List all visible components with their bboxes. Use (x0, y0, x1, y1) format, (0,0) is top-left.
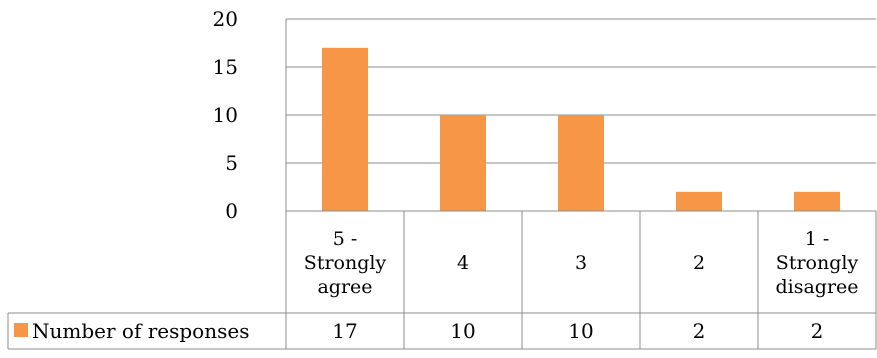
bar (794, 191, 840, 211)
legend: Number of responses (14, 319, 249, 343)
y-tick-label: 5 (225, 151, 238, 175)
data-table-value: 10 (450, 319, 475, 343)
category-label-line: 4 (457, 252, 469, 274)
y-tick-label: 15 (213, 55, 238, 79)
category-label: 4 (457, 252, 469, 274)
category-label: 3 (575, 252, 587, 274)
bars (322, 47, 840, 211)
data-table-value: 2 (693, 319, 706, 343)
category-label-line: disagree (775, 276, 858, 298)
category-label-line: 5 - (333, 228, 358, 250)
category-label-line: 2 (693, 252, 705, 274)
data-table-value: 2 (811, 319, 824, 343)
y-tick-label: 20 (213, 7, 238, 31)
category-label-line: Strongly (304, 252, 387, 274)
data-table-value: 17 (332, 319, 357, 343)
category-label-line: agree (317, 276, 372, 298)
y-tick-label: 10 (213, 103, 238, 127)
category-label: 1 -Strongly disagree (775, 228, 858, 298)
y-tick-labels: 0 5 10 15 20 (213, 7, 238, 223)
data-table-value: 10 (568, 319, 593, 343)
legend-label: Number of responses (32, 319, 249, 343)
bar (322, 47, 368, 211)
bar (676, 191, 722, 211)
bar (558, 115, 604, 211)
category-label-line: 3 (575, 252, 587, 274)
legend-swatch (14, 323, 28, 337)
category-label-line: Strongly (776, 252, 859, 274)
bar (440, 115, 486, 211)
category-label: 2 (693, 252, 705, 274)
category-label-line: 1 - (805, 228, 830, 250)
category-label: 5 -Strongly agree (304, 228, 387, 298)
y-tick-label: 0 (225, 199, 238, 223)
